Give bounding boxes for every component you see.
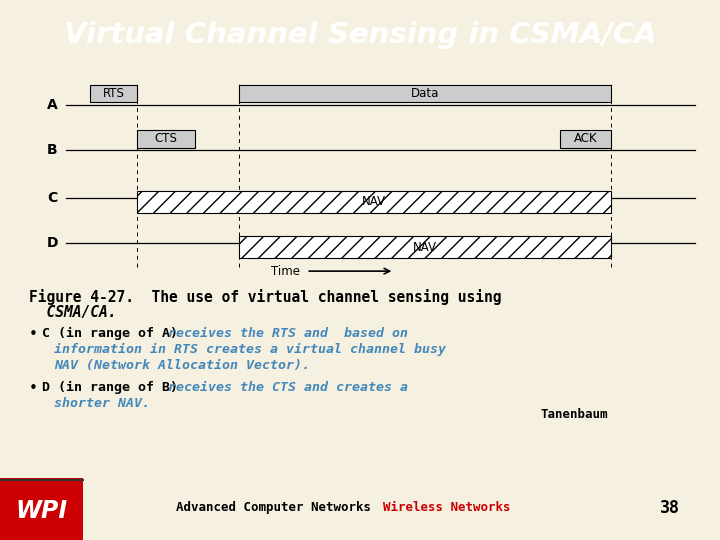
Bar [90,85,137,102]
Text: D (in range of B): D (in range of B) [42,381,186,394]
Text: Advanced Computer Networks: Advanced Computer Networks [176,501,371,514]
Text: CSMA/CA.: CSMA/CA. [29,305,117,320]
Text: NAV: NAV [413,241,437,254]
Bar [560,131,611,147]
Bar [238,236,611,258]
Text: C: C [48,191,58,205]
Bar [137,131,194,147]
Text: NAV: NAV [362,195,386,208]
Text: receives the RTS and  based on: receives the RTS and based on [168,327,408,340]
Text: Virtual Channel Sensing in CSMA/CA: Virtual Channel Sensing in CSMA/CA [63,22,657,49]
Text: receives the CTS and creates a: receives the CTS and creates a [168,381,408,394]
Text: information in RTS creates a virtual channel busy: information in RTS creates a virtual cha… [54,343,446,356]
Text: CTS: CTS [154,132,177,145]
Text: shorter NAV.: shorter NAV. [54,397,150,410]
Text: C (in range of A): C (in range of A) [42,327,186,340]
Text: NAV (Network Allocation Vector).: NAV (Network Allocation Vector). [54,359,310,372]
Text: D: D [47,237,58,251]
Text: Figure 4-27.  The use of virtual channel sensing using: Figure 4-27. The use of virtual channel … [29,289,501,305]
Text: WPI: WPI [15,499,67,523]
Text: Data: Data [410,87,439,100]
Text: •: • [29,327,37,342]
Text: Tanenbaum: Tanenbaum [541,408,608,421]
Text: ACK: ACK [574,132,598,145]
Text: Time: Time [271,265,300,278]
Text: B: B [48,143,58,157]
Bar [137,191,611,213]
Text: A: A [47,98,58,112]
Text: •: • [29,381,37,396]
Text: Wireless Networks: Wireless Networks [382,501,510,514]
Text: 38: 38 [660,499,680,517]
Bar [238,85,611,102]
Text: RTS: RTS [102,87,125,100]
